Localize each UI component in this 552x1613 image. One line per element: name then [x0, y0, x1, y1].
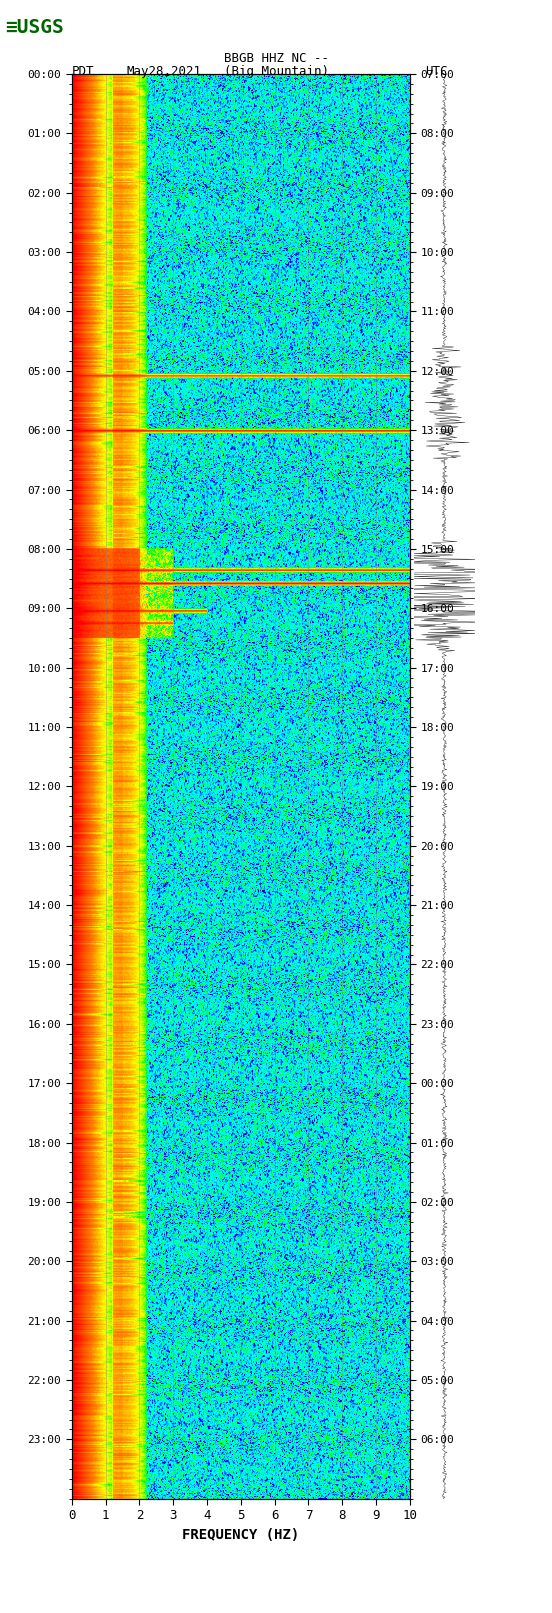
X-axis label: FREQUENCY (HZ): FREQUENCY (HZ)	[182, 1528, 299, 1542]
Text: UTC: UTC	[425, 65, 448, 77]
Text: (Big Mountain): (Big Mountain)	[224, 65, 328, 77]
Text: ≡USGS: ≡USGS	[6, 18, 64, 37]
Text: PDT: PDT	[72, 65, 94, 77]
Text: May28,2021: May28,2021	[127, 65, 202, 77]
Text: BBGB HHZ NC --: BBGB HHZ NC --	[224, 52, 328, 65]
